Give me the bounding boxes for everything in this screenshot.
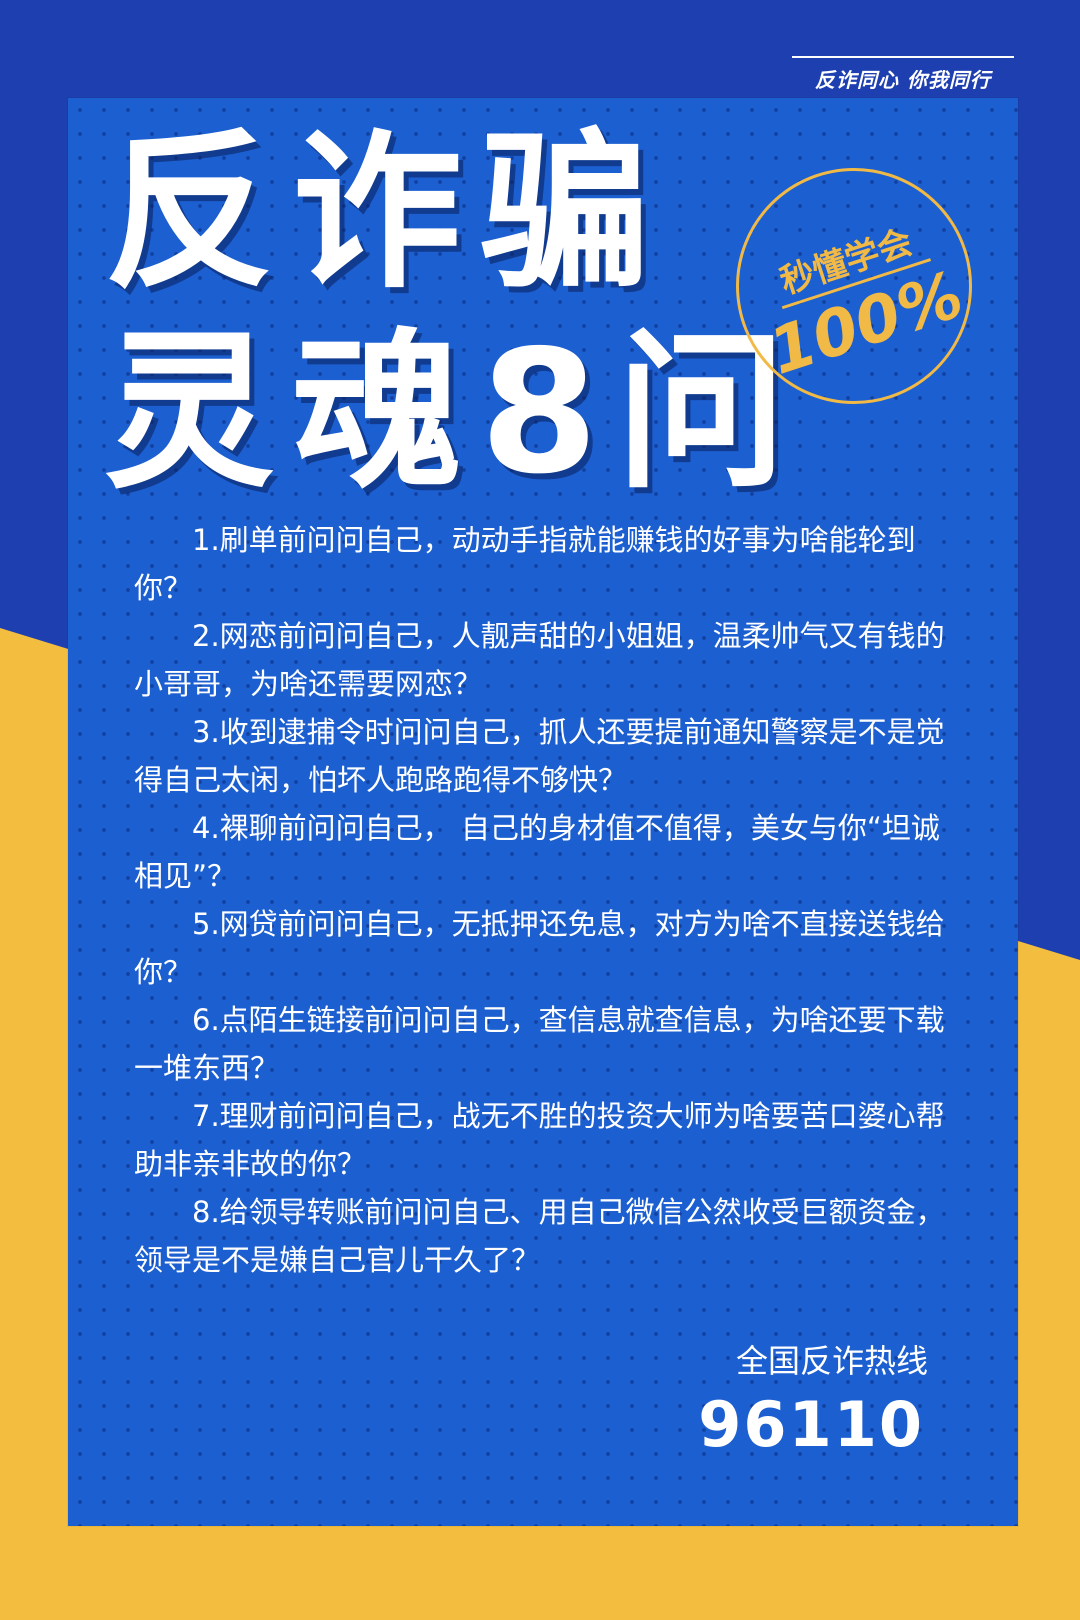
hotline-number: 96110 (698, 1388, 924, 1461)
title-line-2: 灵魂8问 (104, 314, 805, 512)
question-item: 6.点陌生链接前问问自己，查信息就查信息，为啥还要下载一堆东西？ (134, 1003, 945, 1085)
poster-panel: 反诈骗 灵魂8问 秒懂学会 100% 1.刷单前问问自己，动动手指就能赚钱的好事… (68, 98, 1018, 1526)
hotline-label: 全国反诈热线 (735, 1342, 928, 1380)
question-list: 1.刷单前问问自己，动动手指就能赚钱的好事为啥能轮到你？ 2.网恋前问问自己，人… (134, 516, 964, 1284)
question-item: 7.理财前问问自己，战无不胜的投资大师为啥要苦口婆心帮助非亲非故的你？ (134, 1099, 945, 1181)
slogan-tag: 反诈同心 你我同行 (792, 56, 1014, 100)
slogan-text: 反诈同心 你我同行 (815, 67, 991, 92)
question-item: 5.网贷前问问自己，无抵押还免息，对方为啥不直接送钱给你？ (134, 907, 945, 989)
title-line-1: 反诈骗 (104, 114, 669, 312)
question-item: 3.收到逮捕令时问问自己，抓人还要提前通知警察是不是觉得自己太闲，怕坏人跑路跑得… (134, 715, 945, 797)
question-item: 8.给领导转账前问问自己、用自己微信公然收受巨额资金，领导是不是嫌自己官儿干久了… (134, 1195, 945, 1277)
badge-seal: 秒懂学会 100% (736, 168, 972, 404)
question-item: 4.裸聊前问问自己， 自己的身材值不值得，美女与你“坦诚相见”？ (134, 811, 940, 893)
question-item: 2.网恋前问问自己，人靓声甜的小姐姐，温柔帅气又有钱的小哥哥，为啥还需要网恋？ (134, 619, 945, 701)
question-item: 1.刷单前问问自己，动动手指就能赚钱的好事为啥能轮到你？ (134, 523, 916, 605)
